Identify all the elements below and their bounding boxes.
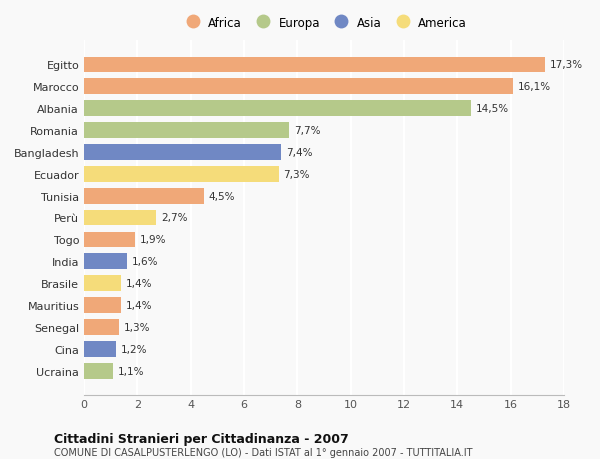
Text: 1,2%: 1,2% xyxy=(121,344,148,354)
Bar xyxy=(84,341,116,357)
Legend: Africa, Europa, Asia, America: Africa, Europa, Asia, America xyxy=(176,12,472,34)
Text: COMUNE DI CASALPUSTERLENGO (LO) - Dati ISTAT al 1° gennaio 2007 - TUTTITALIA.IT: COMUNE DI CASALPUSTERLENGO (LO) - Dati I… xyxy=(54,448,473,458)
Text: 1,1%: 1,1% xyxy=(118,366,145,376)
Text: 1,6%: 1,6% xyxy=(131,257,158,267)
Text: 1,4%: 1,4% xyxy=(126,279,152,289)
Bar xyxy=(84,276,121,291)
Bar xyxy=(84,319,119,335)
Text: 7,4%: 7,4% xyxy=(286,147,313,157)
Bar xyxy=(84,123,289,139)
Bar xyxy=(84,167,278,182)
Text: 1,4%: 1,4% xyxy=(126,300,152,310)
Text: 17,3%: 17,3% xyxy=(550,60,583,70)
Bar xyxy=(84,232,134,248)
Bar xyxy=(84,210,156,226)
Text: 4,5%: 4,5% xyxy=(209,191,235,201)
Bar xyxy=(84,101,470,117)
Bar xyxy=(84,363,113,379)
Text: 1,3%: 1,3% xyxy=(124,322,150,332)
Text: 1,9%: 1,9% xyxy=(139,235,166,245)
Text: 7,3%: 7,3% xyxy=(283,169,310,179)
Text: 2,7%: 2,7% xyxy=(161,213,187,223)
Text: Cittadini Stranieri per Cittadinanza - 2007: Cittadini Stranieri per Cittadinanza - 2… xyxy=(54,432,349,445)
Bar xyxy=(84,79,514,95)
Bar xyxy=(84,57,545,73)
Bar xyxy=(84,145,281,160)
Bar xyxy=(84,254,127,269)
Bar xyxy=(84,297,121,313)
Text: 14,5%: 14,5% xyxy=(475,104,509,114)
Text: 7,7%: 7,7% xyxy=(294,126,320,136)
Bar xyxy=(84,188,204,204)
Text: 16,1%: 16,1% xyxy=(518,82,551,92)
